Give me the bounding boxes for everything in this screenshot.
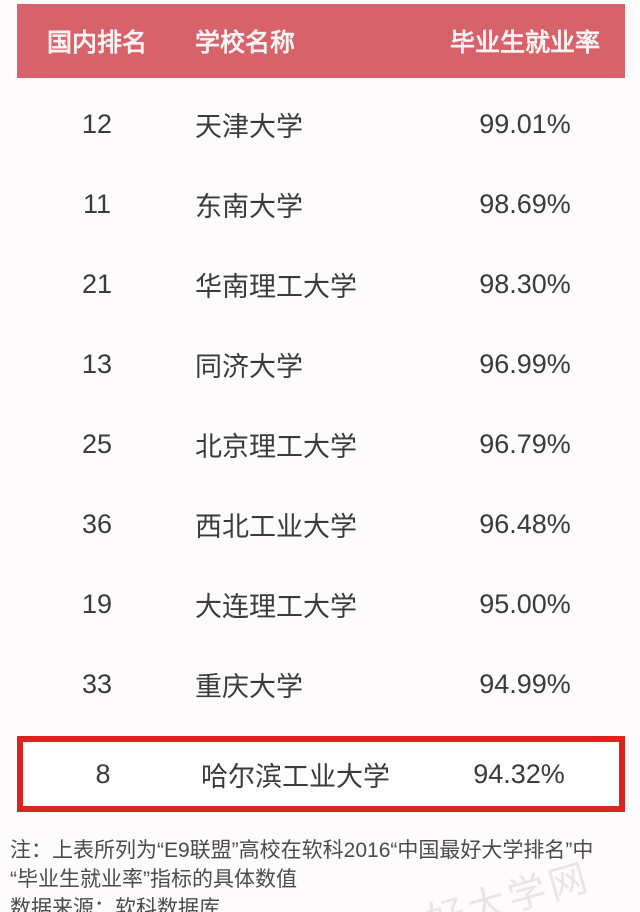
row-rank-value: 11	[82, 188, 112, 219]
row-school-name: 重庆大学	[195, 671, 303, 702]
table-row: 21 华南理工大学 98.30%	[17, 244, 625, 324]
table-row: 36 西北工业大学 96.48%	[17, 484, 625, 564]
table-row: 11 东南大学 98.69%	[17, 164, 625, 244]
table-row: 33 重庆大学 94.99%	[17, 644, 625, 724]
footnote: 注：上表所列为“E9联盟”高校在软科2016“中国最好大学排名”中 “毕业生就业…	[0, 836, 640, 912]
row-rank-value: 21	[81, 268, 113, 299]
row-rank-value: 25	[81, 428, 113, 459]
row-school-name: 哈尔滨工业大学	[201, 761, 390, 792]
table-row: 25 北京理工大学 96.79%	[17, 404, 625, 484]
row-rank-value: 13	[81, 348, 113, 379]
header-school-label: 学校名称	[195, 29, 296, 57]
row-rank-value: 36	[81, 508, 113, 539]
row-rate-value: 96.79%	[479, 428, 571, 459]
row-rank-value: 33	[81, 668, 113, 699]
footnote-line-2: “毕业生就业率”指标的具体数值	[10, 868, 297, 891]
row-school-name: 同济大学	[195, 351, 303, 382]
row-rate-value: 98.69%	[479, 188, 571, 219]
table-header: 国内排名 学校名称 毕业生就业率	[17, 4, 625, 78]
row-rate-value: 99.01%	[479, 108, 571, 139]
row-rank-value: 8	[95, 758, 111, 789]
row-school-name: 华南理工大学	[195, 271, 357, 302]
row-school-name: 大连理工大学	[195, 591, 357, 622]
footnote-line-1: 注：上表所列为“E9联盟”高校在软科2016“中国最好大学排名”中	[10, 839, 594, 862]
table-row: 12 天津大学 99.01%	[17, 84, 625, 164]
row-rate-value: 98.30%	[479, 268, 571, 299]
table-row: 8 哈尔滨工业大学 94.32%	[17, 736, 625, 812]
row-school-name: 北京理工大学	[195, 431, 357, 462]
row-rate-value: 96.48%	[479, 508, 571, 539]
row-school-name: 天津大学	[195, 111, 303, 142]
row-rate-value: 94.32%	[473, 758, 565, 789]
row-school-name: 东南大学	[195, 191, 303, 222]
row-school-name: 西北工业大学	[195, 511, 357, 542]
data-source: 数据来源：软科数据库	[10, 897, 220, 912]
row-rate-value: 94.99%	[479, 668, 571, 699]
row-rank-value: 12	[81, 108, 113, 139]
header-rate-label: 毕业生就业率	[449, 29, 600, 57]
header-rank-label: 国内排名	[46, 29, 147, 57]
table-row: 19 大连理工大学 95.00%	[17, 564, 625, 644]
table-row: 13 同济大学 96.99%	[17, 324, 625, 404]
row-rate-value: 96.99%	[479, 348, 571, 379]
row-rate-value: 95.00%	[479, 588, 571, 619]
table-body: 12 天津大学 99.01% 11 东南大学 98.69% 21 华南理工大学 …	[0, 84, 640, 812]
row-rank-value: 19	[81, 588, 113, 619]
